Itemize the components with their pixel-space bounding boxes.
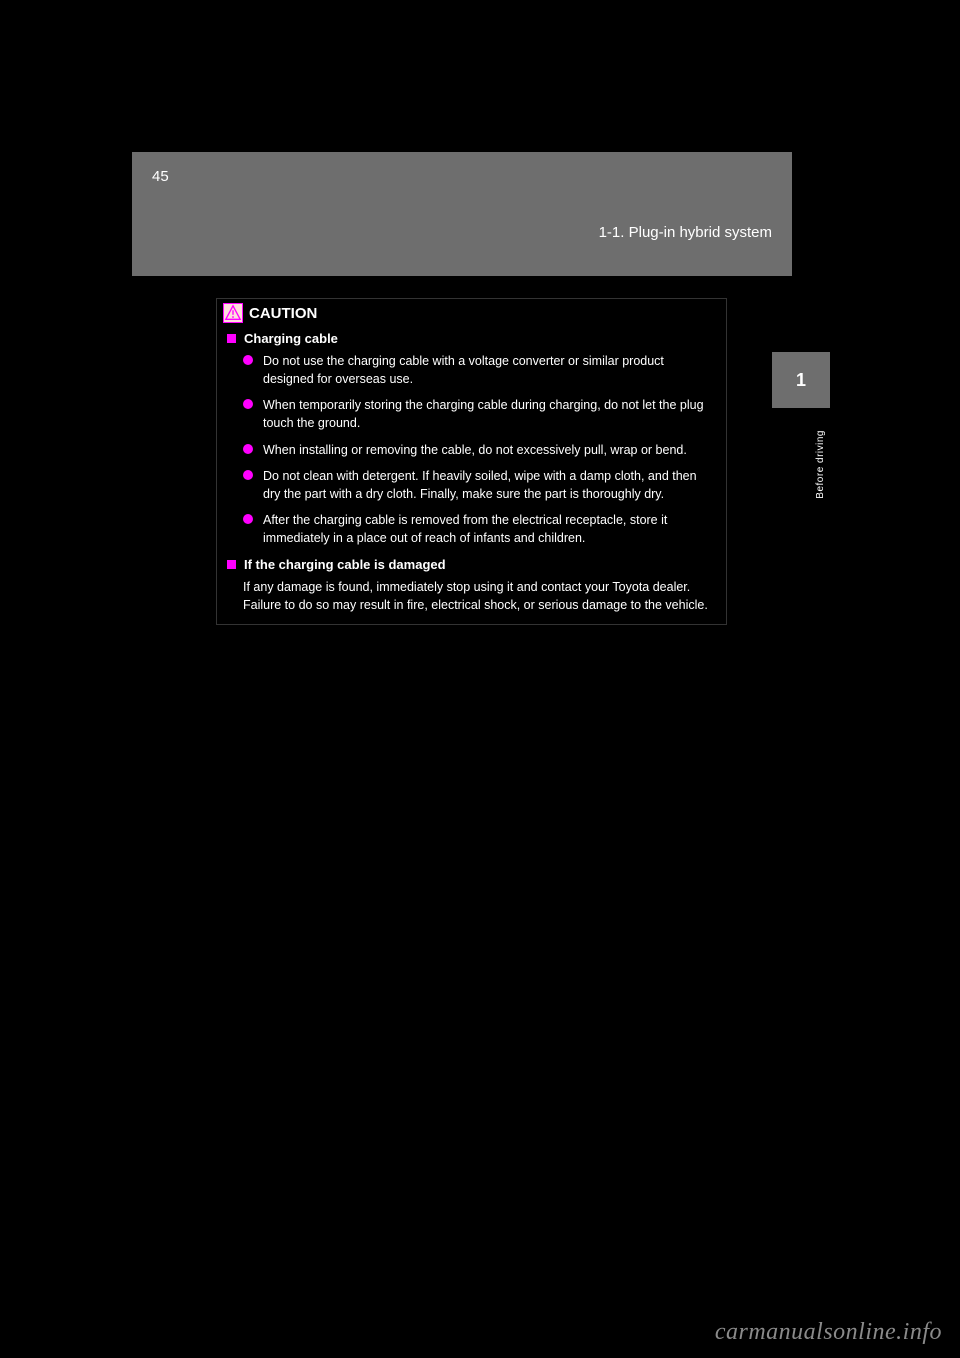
watermark: carmanualsonline.info [715,1319,942,1346]
bullet-text: When installing or removing the cable, d… [263,441,687,459]
caution-title: CAUTION [249,305,317,322]
paragraph-text: If any damage is found, immediately stop… [243,578,716,614]
square-bullet-icon [227,560,236,569]
round-bullet-icon [243,399,253,409]
caution-content: Charging cable Do not use the charging c… [217,327,726,624]
page-tab: 1 [772,352,830,408]
caution-header: CAUTION [217,299,726,327]
round-bullet-icon [243,355,253,365]
section-heading-2: If the charging cable is damaged [227,557,716,572]
list-item: After the charging cable is removed from… [243,511,716,547]
list-item: When temporarily storing the charging ca… [243,396,716,432]
round-bullet-icon [243,470,253,480]
square-bullet-icon [227,334,236,343]
bullet-text: After the charging cable is removed from… [263,511,716,547]
section-heading-text: Charging cable [244,331,338,346]
tab-number: 1 [796,370,806,391]
warning-icon [223,303,243,323]
list-item: When installing or removing the cable, d… [243,441,716,459]
header-bar: 45 1-1. Plug-in hybrid system [132,152,792,276]
tab-label: Before driving [815,430,826,499]
bullet-text: Do not use the charging cable with a vol… [263,352,716,388]
list-item: Do not clean with detergent. If heavily … [243,467,716,503]
section-heading-1: Charging cable [227,331,716,346]
bullet-text: Do not clean with detergent. If heavily … [263,467,716,503]
section-title: 1-1. Plug-in hybrid system [599,224,772,241]
caution-box: CAUTION Charging cable Do not use the ch… [216,298,727,625]
round-bullet-icon [243,444,253,454]
list-item: Do not use the charging cable with a vol… [243,352,716,388]
round-bullet-icon [243,514,253,524]
bullet-text: When temporarily storing the charging ca… [263,396,716,432]
page-number: 45 [152,168,169,185]
section-heading-text: If the charging cable is damaged [244,557,446,572]
